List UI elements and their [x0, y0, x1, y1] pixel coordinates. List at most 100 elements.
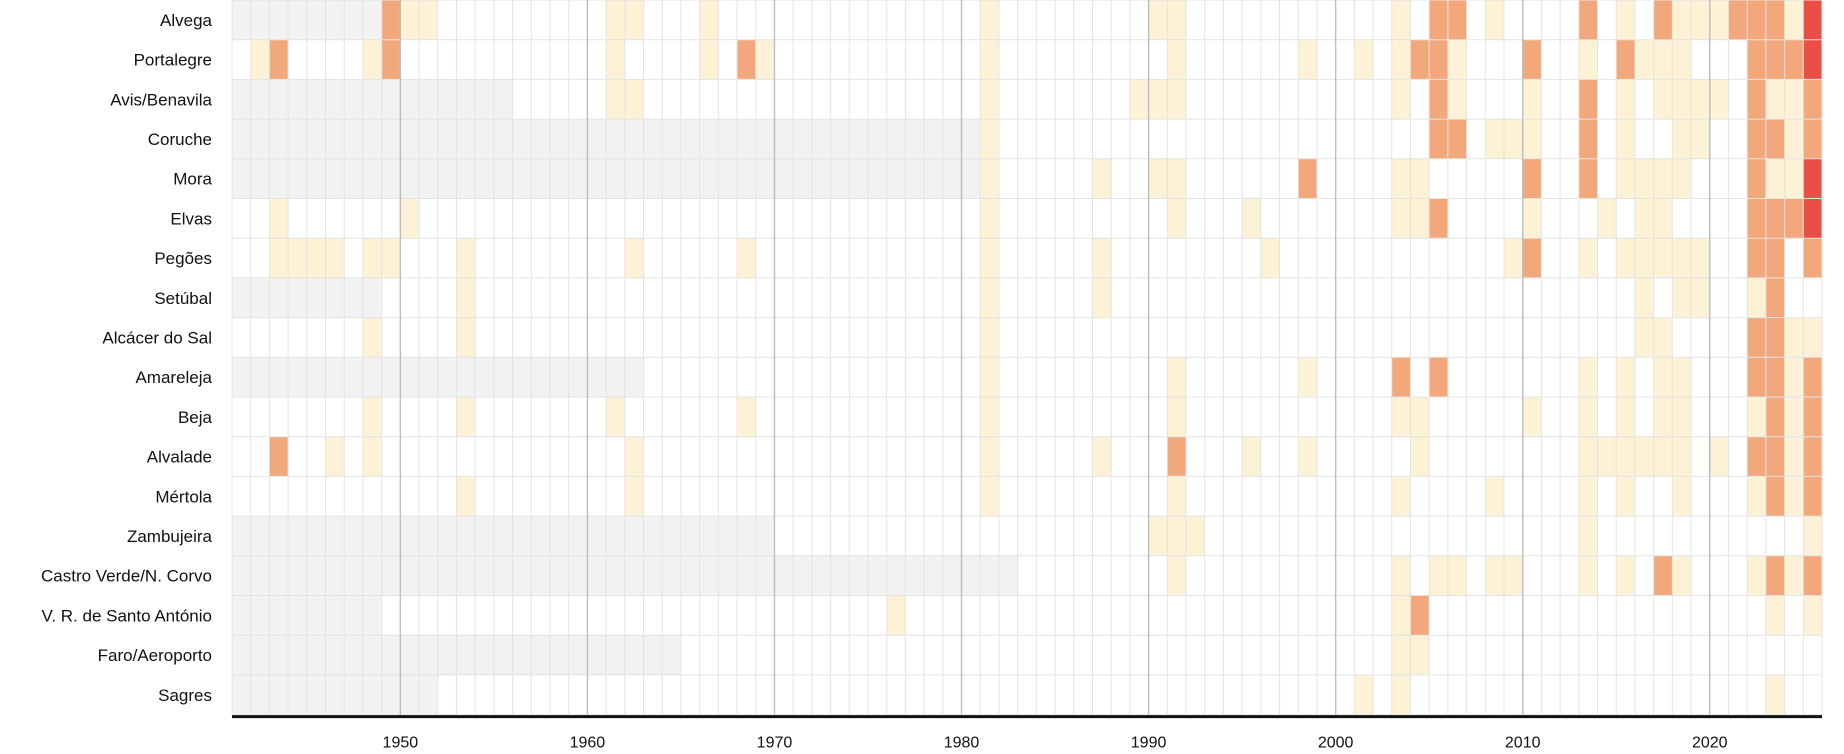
heatmap-cell	[1765, 158, 1785, 199]
nodata-cell	[232, 119, 999, 159]
heatmap-cell	[1784, 158, 1804, 199]
heatmap-cell	[1803, 476, 1822, 517]
heatmap-cell	[456, 476, 476, 517]
heatmap-cell	[1410, 436, 1430, 477]
heatmap-cell	[1616, 436, 1635, 477]
heatmap-cell	[1597, 198, 1617, 239]
heatmap-cell	[1709, 79, 1729, 120]
heatmap-cell	[1186, 516, 1205, 556]
heatmap-cell	[269, 39, 289, 80]
heatmap-cell	[737, 39, 756, 80]
heatmap-cell	[1391, 555, 1411, 596]
heatmap-cell	[1616, 79, 1635, 120]
heatmap-cell	[1410, 397, 1430, 437]
heatmap-cell	[1672, 397, 1692, 437]
heatmap-cell	[1167, 0, 1186, 40]
heatmap-cell	[1709, 436, 1729, 477]
heatmap-cell	[1672, 555, 1692, 596]
heatmap-cell	[1578, 119, 1598, 159]
heatmap-cell	[1578, 79, 1598, 120]
heatmap-cell	[381, 0, 401, 40]
heatmap-cell	[1578, 238, 1598, 278]
heatmap-cell	[325, 436, 345, 477]
heatmap-cell	[1167, 436, 1186, 477]
heatmap-cell	[980, 238, 999, 278]
heatmap-cell	[1803, 79, 1822, 120]
heatmap-cell	[1429, 555, 1448, 596]
heatmap-cell	[1634, 317, 1654, 358]
heatmap-cell	[250, 39, 270, 80]
nodata-cell	[232, 674, 438, 715]
row-label: V. R. de Santo António	[42, 606, 212, 625]
heatmap-cell	[1765, 436, 1785, 477]
heatmap-cell	[1784, 198, 1804, 239]
heatmap-cell	[699, 39, 719, 80]
heatmap-cell	[1672, 119, 1692, 159]
heatmap-cell	[606, 0, 625, 40]
heatmap-cell	[456, 397, 476, 437]
heatmap-cell	[1728, 0, 1748, 40]
heatmap-cell	[1765, 555, 1785, 596]
heatmap-cell	[1298, 357, 1317, 397]
heatmap-cell	[1691, 119, 1710, 159]
heatmap-cell	[1691, 238, 1710, 278]
heatmap-cell	[1485, 0, 1504, 40]
heatmap-cell	[1653, 79, 1673, 120]
heatmap-cell	[1242, 436, 1261, 477]
heatmap-cell	[1765, 397, 1785, 437]
heatmap-cell	[400, 0, 420, 40]
heatmap-cell	[1485, 476, 1504, 517]
heatmap-cell	[1784, 357, 1804, 397]
row-label: Zambujeira	[127, 527, 213, 546]
heatmap-cell	[1391, 79, 1411, 120]
heatmap-cell	[400, 198, 420, 239]
heatmap-cell	[1747, 397, 1766, 437]
heatmap-cell	[1167, 555, 1186, 596]
heatmap-cell	[980, 317, 999, 358]
heatmap-cell	[1747, 198, 1766, 239]
heatmap-cell	[1803, 436, 1822, 477]
heatmap-cell	[1148, 158, 1168, 199]
heatmap-cell	[1354, 674, 1374, 715]
heatmap-cell	[1260, 238, 1280, 278]
row-label: Amareleja	[135, 368, 212, 387]
row-label: Avis/Benavila	[110, 90, 212, 109]
heatmap-cell	[1634, 436, 1654, 477]
heatmap-cell	[1391, 357, 1411, 397]
heatmap-cell	[1616, 158, 1635, 199]
heatmap-cell	[1578, 0, 1598, 40]
row-label: Faro/Aeroporto	[98, 646, 212, 665]
heatmap-cell	[1167, 357, 1186, 397]
heatmap-cell	[1167, 158, 1186, 199]
heatmap-cell	[1410, 635, 1430, 675]
heatmap-cell	[1504, 555, 1523, 596]
heatmap-cell	[624, 0, 644, 40]
heatmap-cell	[755, 39, 775, 80]
heatmap-cell	[1672, 39, 1692, 80]
heatmap-cell	[1803, 516, 1822, 556]
heatmap-cell	[1784, 119, 1804, 159]
heatmap-cell	[1410, 198, 1430, 239]
heatmap-cell	[1298, 436, 1317, 477]
heatmap-cell	[1129, 79, 1149, 120]
heatmap-cell	[1092, 158, 1112, 199]
row-label: Coruche	[148, 130, 212, 149]
heatmap-cell	[1167, 397, 1186, 437]
heatmap-cell	[362, 39, 382, 80]
heatmap-cell	[624, 238, 644, 278]
heatmap-cell	[1803, 595, 1822, 636]
decade-gridlines	[399, 0, 1711, 715]
heatmap-cell	[381, 238, 401, 278]
heatmap-cell	[1765, 119, 1785, 159]
heatmap-cell	[699, 0, 719, 40]
heatmap-cell	[1410, 158, 1430, 199]
heatmap-cell	[1167, 198, 1186, 239]
row-label: Mora	[173, 170, 212, 189]
heatmap-cell	[1691, 0, 1710, 40]
heatmap-cell	[1765, 476, 1785, 517]
heatmap-cell	[1672, 357, 1692, 397]
heatmap-cell	[980, 158, 999, 199]
row-label: Castro Verde/N. Corvo	[41, 567, 212, 586]
heatmap-cell	[1803, 39, 1822, 80]
heatmap-cell	[1429, 79, 1448, 120]
